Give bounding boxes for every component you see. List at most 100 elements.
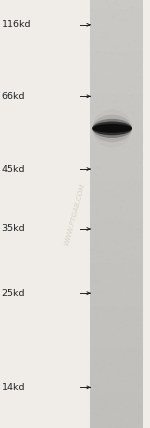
Bar [90,419,142,422]
Bar [90,327,142,330]
Bar [90,9,142,11]
Bar [90,216,142,218]
Bar [90,396,142,398]
Bar [90,105,142,107]
Bar [90,400,142,402]
Bar [90,201,142,203]
Bar [90,107,142,109]
Bar [90,276,142,278]
Bar [90,190,142,193]
Bar [90,370,142,372]
Bar [90,374,142,377]
Bar [90,253,142,255]
Bar [90,330,142,332]
Bar [90,163,142,165]
Bar [90,282,142,285]
Bar [90,120,142,122]
Bar [90,338,142,340]
Bar [90,60,142,62]
Bar [90,259,142,261]
Bar [90,171,142,173]
Bar [90,77,142,79]
Bar [90,265,142,268]
Bar [90,336,142,338]
Bar [90,118,142,120]
Bar [90,113,142,116]
Ellipse shape [92,115,132,142]
Bar [90,355,142,357]
Bar [90,51,142,54]
Ellipse shape [92,124,132,133]
Bar [90,158,142,160]
Bar [90,197,142,199]
Bar [90,62,142,64]
Bar [90,409,142,411]
Bar [90,205,142,208]
Bar [90,287,142,289]
Bar [90,94,142,96]
Bar [90,36,142,39]
Bar [90,122,142,124]
Bar [90,297,142,300]
Bar [90,302,142,304]
Bar [90,231,142,233]
Bar [90,178,142,180]
Bar [90,43,142,45]
Bar [90,139,142,141]
Bar [90,366,142,368]
Bar [90,225,142,227]
Bar [90,13,142,15]
Bar [90,424,142,426]
Bar [90,235,142,238]
Text: 66kd: 66kd [2,92,25,101]
Bar [90,317,142,319]
Bar [90,385,142,387]
Bar [90,212,142,214]
Bar [90,270,142,272]
Bar [90,372,142,374]
Bar [90,2,142,4]
Bar [90,156,142,158]
Bar [90,220,142,223]
Bar [90,244,142,246]
Bar [90,182,142,184]
Bar [90,398,142,400]
Bar [90,293,142,295]
Bar [90,214,142,216]
Bar [90,152,142,154]
Bar [90,133,142,135]
Bar [90,64,142,66]
Text: 35kd: 35kd [2,224,25,234]
Bar [90,263,142,265]
Bar [90,15,142,17]
Bar [90,334,142,336]
Bar [90,285,142,287]
Bar [90,6,142,9]
Bar [90,353,142,355]
Bar [90,54,142,56]
Bar [90,300,142,302]
Ellipse shape [92,122,132,135]
Bar [90,124,142,126]
Bar [90,229,142,231]
Bar [90,218,142,220]
Bar [90,255,142,257]
Bar [90,21,142,24]
Text: 14kd: 14kd [2,383,25,392]
Bar [90,379,142,381]
Bar [90,135,142,137]
Bar [90,24,142,26]
Bar [90,389,142,392]
Bar [90,90,142,92]
Bar [90,278,142,280]
Ellipse shape [92,109,132,148]
Bar [90,240,142,242]
Bar [90,32,142,34]
Text: 116kd: 116kd [2,20,31,30]
Bar [90,141,142,143]
Bar [90,417,142,419]
Bar [90,75,142,77]
Bar [90,137,142,139]
Bar [90,101,142,103]
Text: WWW.PTGAB.COM: WWW.PTGAB.COM [64,182,86,246]
